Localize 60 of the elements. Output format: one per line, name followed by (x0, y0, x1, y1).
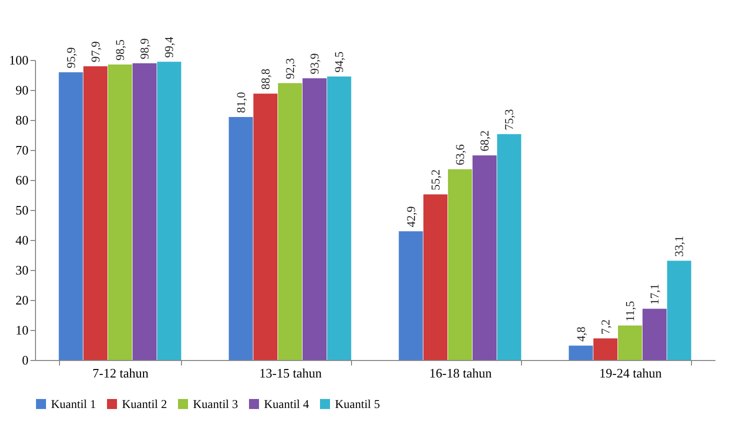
y-tick-label: 30 (16, 262, 28, 278)
bar (83, 66, 108, 360)
data-label: 11,5 (623, 300, 637, 322)
bar (448, 169, 472, 360)
bar (278, 83, 302, 360)
bar (327, 76, 352, 360)
y-tick-label: 50 (16, 202, 28, 218)
y-tick-label: 0 (22, 352, 28, 368)
data-label: 7,2 (598, 319, 612, 334)
legend-label: Kuantil 5 (335, 397, 380, 411)
data-label: 92,3 (283, 58, 297, 80)
bar (568, 346, 593, 360)
bar (157, 62, 182, 360)
data-label: 93,9 (308, 53, 322, 74)
bar (132, 63, 157, 360)
data-label: 63,6 (453, 144, 467, 166)
bar (667, 260, 692, 360)
x-tick-label: 13-15 tahun (259, 366, 322, 380)
data-label: 42,9 (404, 206, 418, 228)
legend-label: Kuantil 2 (122, 397, 167, 411)
data-label: 94,5 (332, 52, 346, 72)
y-tick-label: 10 (16, 322, 28, 338)
bar (472, 155, 497, 360)
bar (253, 94, 278, 360)
x-tick-label: 16-18 tahun (429, 366, 492, 380)
bar (593, 338, 618, 360)
bar (642, 308, 667, 360)
legend-label: Kuantil 1 (51, 397, 96, 411)
data-label: 33,1 (672, 236, 686, 257)
x-tick-label: 7-12 tahun (92, 366, 149, 380)
data-label: 98,5 (113, 40, 127, 60)
y-tick-label: 100 (9, 52, 28, 68)
data-label: 97,9 (88, 41, 102, 62)
legend-label: Kuantil 4 (264, 397, 309, 411)
y-tick-label: 90 (16, 82, 28, 98)
data-label: 81,0 (234, 92, 248, 113)
bar (618, 326, 642, 360)
data-label: 98,9 (138, 38, 152, 60)
y-tick-label: 70 (16, 142, 28, 158)
data-label: 55,2 (428, 169, 442, 190)
data-label: 88,8 (258, 68, 272, 90)
y-tick-label: 40 (16, 232, 28, 248)
y-tick-label: 80 (16, 112, 28, 128)
y-tick-label: 60 (16, 172, 28, 188)
data-label: 99,4 (162, 36, 176, 58)
bar (302, 78, 327, 360)
bar (497, 134, 522, 360)
bar (423, 194, 448, 360)
data-label: 17,1 (648, 284, 662, 305)
bar (228, 117, 253, 360)
data-label: 4,8 (574, 326, 588, 342)
bar (398, 231, 423, 360)
bar (58, 72, 83, 360)
x-tick-label: 19-24 tahun (599, 366, 662, 380)
bar (108, 64, 132, 360)
data-label: 68,2 (478, 130, 492, 152)
legend-label: Kuantil 3 (193, 397, 238, 411)
data-label: 95,9 (64, 47, 78, 68)
data-label: 75,3 (502, 109, 516, 130)
y-tick-label: 20 (16, 292, 28, 308)
